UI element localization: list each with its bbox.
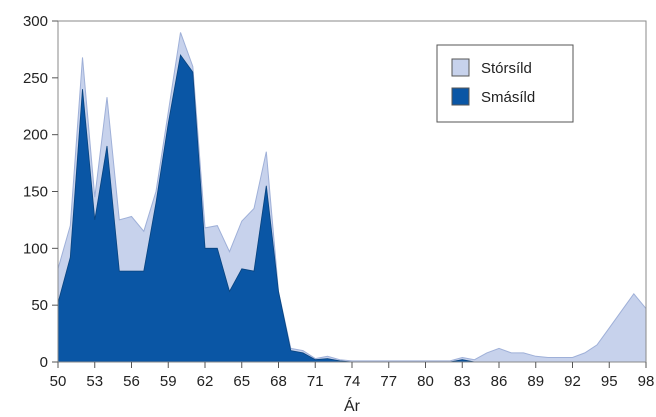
x-tick-label: 53: [86, 373, 103, 390]
x-tick-label: 59: [160, 373, 177, 390]
legend-label-smasild: Smásíld: [481, 89, 535, 106]
y-tick-label: 200: [23, 127, 48, 144]
legend-swatch-smasild: [451, 87, 470, 106]
y-tick-label: 100: [23, 240, 48, 257]
x-tick-label: 83: [454, 373, 471, 390]
legend-swatch-storsild: [451, 58, 470, 77]
x-tick-label: 89: [527, 373, 544, 390]
x-tick-label: 74: [344, 373, 361, 390]
axes: 50 53 56 59 62 65 68 71 74 77 80 83 86 89 92 95 98050100…: [23, 13, 654, 390]
legend: Stórsíld Smásíld: [436, 44, 574, 123]
y-tick-label: 0: [40, 354, 48, 371]
x-tick-label: 95: [601, 373, 618, 390]
x-tick-label: 98: [638, 373, 655, 390]
x-tick-label: 62: [197, 373, 214, 390]
x-tick-label: 92: [564, 373, 581, 390]
legend-label-storsild: Stórsíld: [481, 60, 532, 77]
y-tick-label: 250: [23, 70, 48, 87]
x-tick-label: 56: [123, 373, 140, 390]
legend-box: [436, 44, 574, 123]
x-tick-label: 80: [417, 373, 434, 390]
x-tick-label: 68: [270, 373, 287, 390]
y-tick-label: 50: [31, 297, 48, 314]
y-tick-label: 150: [23, 184, 48, 201]
x-tick-label: 86: [491, 373, 508, 390]
x-tick-label: 65: [233, 373, 250, 390]
y-tick-label: 300: [23, 13, 48, 30]
x-axis-title: Ár: [344, 396, 361, 415]
x-tick-label: 71: [307, 373, 324, 390]
x-tick-label: 77: [380, 373, 397, 390]
x-tick-label: 50: [50, 373, 67, 390]
